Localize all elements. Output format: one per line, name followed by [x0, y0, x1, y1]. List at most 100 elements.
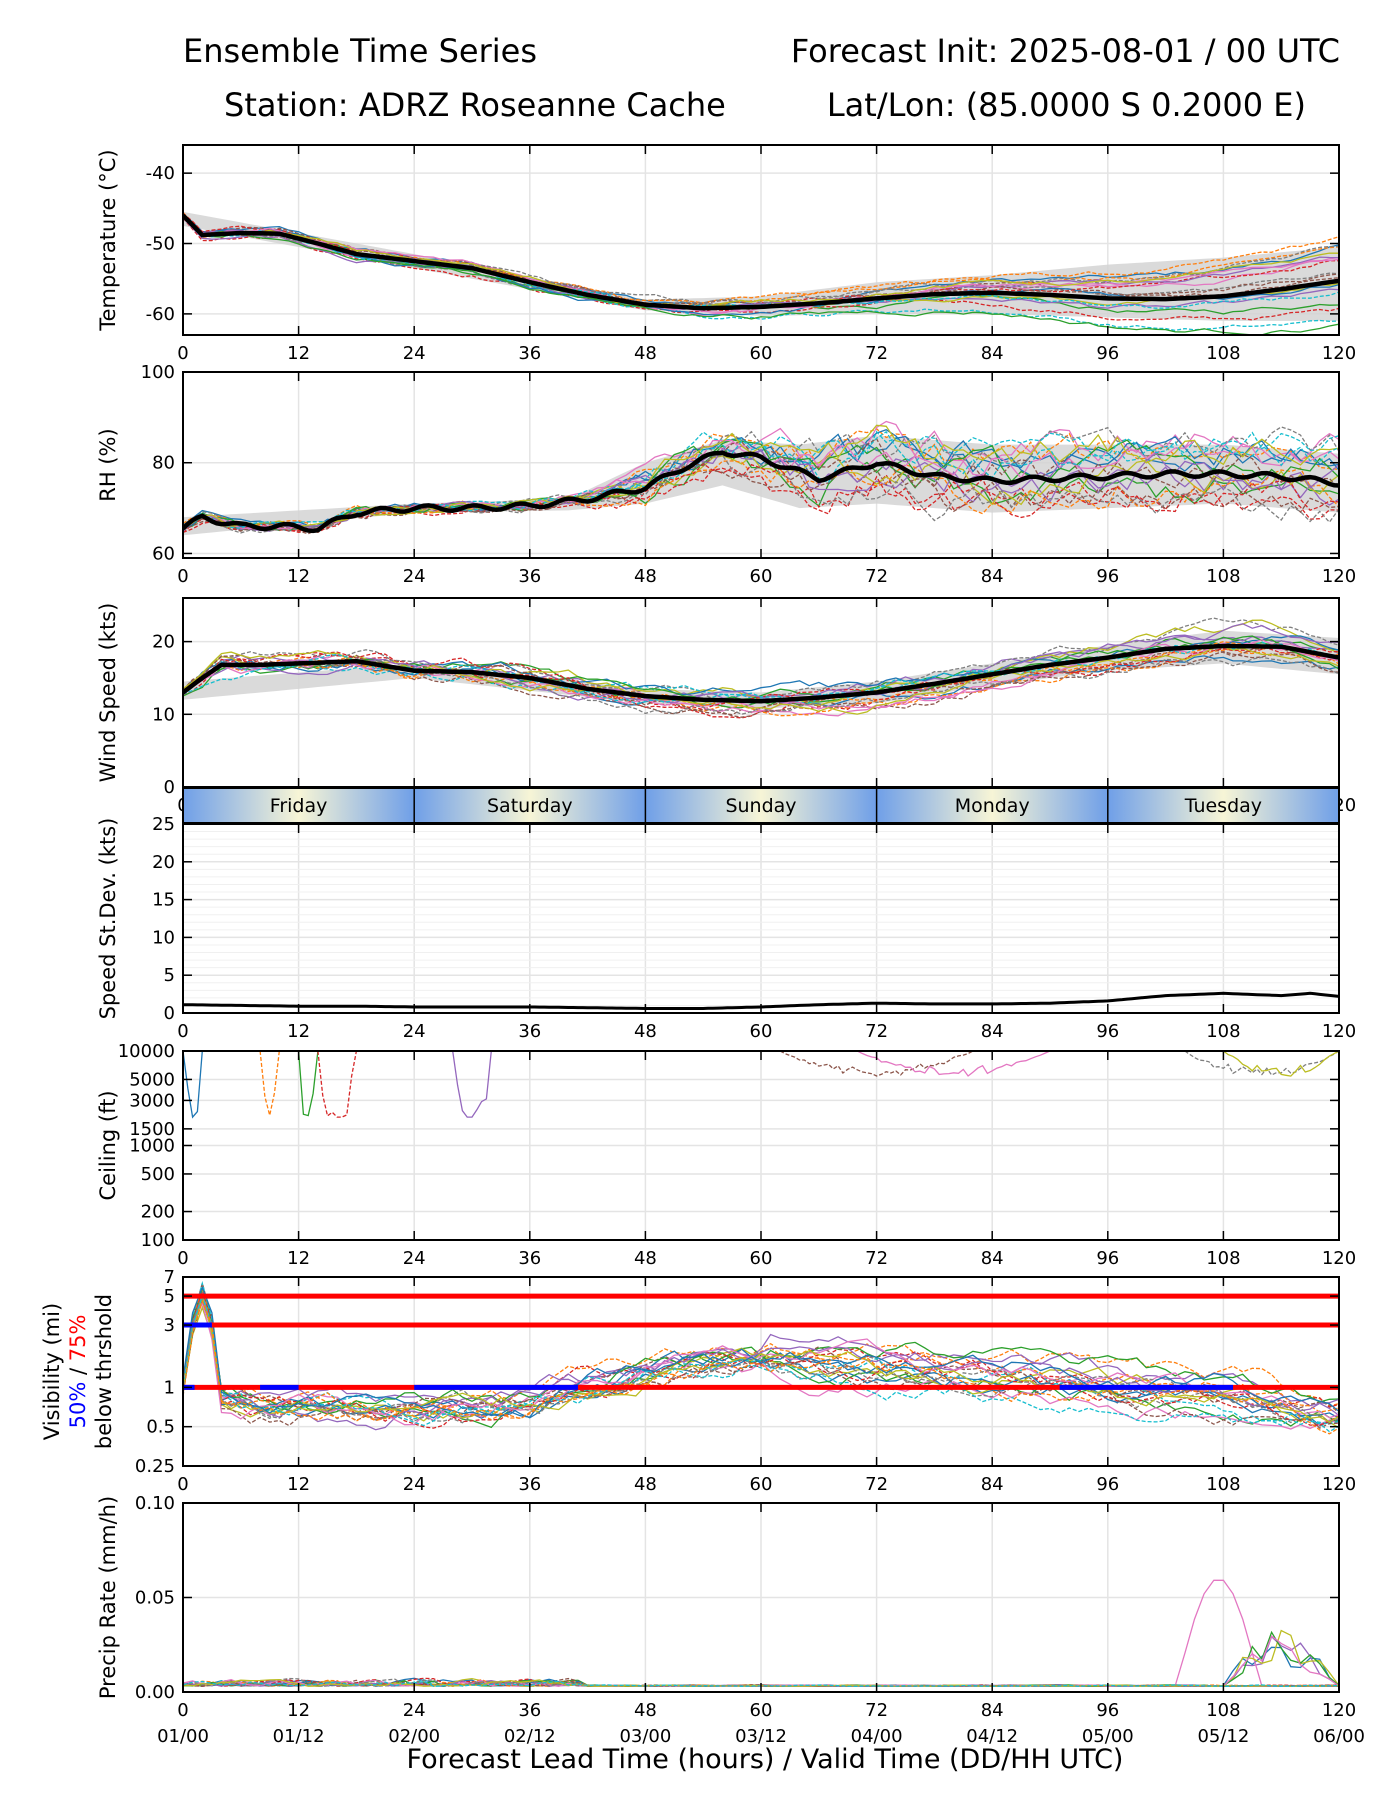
station-latlon: Lat/Lon: (85.0000 S 0.2000 E)	[826, 86, 1306, 124]
y-tick-label: 100	[141, 1230, 175, 1251]
x-tick-label: 72	[865, 1700, 888, 1721]
panel-data	[183, 617, 1339, 719]
ensemble-member	[183, 213, 1339, 309]
ensemble-member	[183, 215, 1339, 309]
x-tick-label: 96	[1096, 1474, 1119, 1495]
y-tick-label: -40	[146, 163, 175, 184]
x-tick-label: 36	[518, 1021, 541, 1042]
valid-time-label: 04/12	[966, 1726, 1018, 1747]
day-cell	[876, 788, 1108, 823]
panel-0: -40 -50 -600 12 24 36 48 60 72 84 96 108 120 Temperat…	[96, 144, 1356, 364]
x-tick-label: 108	[1206, 566, 1240, 587]
x-tick-label: 24	[403, 1021, 426, 1042]
y-axis-label: Precip Rate (mm/h)	[96, 1496, 120, 1699]
x-tick-label: 96	[1096, 1021, 1119, 1042]
forecast-init: Forecast Init: 2025-08-01 / 00 UTC	[790, 32, 1340, 70]
panel-1: 60 80 100 0 12 24 36 48 60 72 84 96 108 120 RH (%)	[96, 362, 1356, 587]
ensemble-member	[183, 1678, 1339, 1687]
day-label: Sunday	[725, 795, 796, 817]
y-tick-label: 80	[152, 453, 175, 474]
x-tick-label: 72	[865, 1021, 888, 1042]
day-label: Tuesday	[1184, 795, 1262, 817]
x-tick-label: 24	[403, 1700, 426, 1721]
x-tick-label: 60	[750, 1474, 773, 1495]
y-tick-label: 1	[164, 1377, 175, 1398]
y-tick-label: 0.5	[146, 1417, 175, 1438]
x-tick-label: 72	[865, 566, 888, 587]
ensemble-member	[857, 1051, 1051, 1077]
ensemble-member	[779, 1051, 974, 1077]
y-tick-label: 3000	[129, 1090, 175, 1111]
y-axis-label: Speed St.Dev. (kts)	[96, 818, 120, 1020]
x-tick-label: 96	[1096, 566, 1119, 587]
y-tick-label: 0	[164, 777, 175, 798]
x-tick-label: 120	[1322, 1248, 1356, 1269]
ensemble-member	[183, 1293, 1339, 1423]
x-tick-label: 84	[981, 566, 1004, 587]
y-tick-label: 15	[152, 890, 175, 911]
x-tick-label: 24	[403, 343, 426, 364]
x-tick-label: 0	[177, 1474, 188, 1495]
panel-2: 0102001224364860728496108120Wind Speed (…	[96, 597, 1356, 816]
valid-time-label: 05/00	[1082, 1726, 1134, 1747]
valid-time-label: 04/00	[851, 1726, 903, 1747]
y-tick-label: 0.25	[135, 1456, 175, 1477]
valid-time-label: 02/00	[388, 1726, 440, 1747]
x-tick-label: 60	[750, 1248, 773, 1269]
day-cell	[645, 788, 877, 823]
day-label: Monday	[955, 795, 1030, 817]
ensemble-member	[317, 1051, 358, 1118]
y-axis-label-sep: /	[66, 1361, 90, 1381]
y-tick-label: 3	[164, 1315, 175, 1336]
x-tick-label: 12	[287, 1700, 310, 1721]
x-tick-label: 84	[981, 1021, 1004, 1042]
y-axis-label-50: 50%	[66, 1382, 90, 1429]
y-tick-label: 0	[164, 1003, 175, 1024]
day-band-frame	[182, 787, 1340, 824]
x-tick-label: 108	[1206, 1248, 1240, 1269]
valid-time-label: 03/12	[735, 1726, 787, 1747]
x-tick-label: 84	[981, 1248, 1004, 1269]
y-axis-label-75: 75%	[66, 1315, 90, 1362]
day-band: Friday Saturday Sunday Monday Tuesday	[182, 787, 1340, 824]
ensemble-member	[183, 467, 1339, 534]
ensemble-member	[183, 1295, 1339, 1416]
x-tick-label: 72	[865, 343, 888, 364]
panel-data	[183, 1280, 1339, 1435]
y-tick-label: 200	[141, 1202, 175, 1223]
x-tick-label: 24	[403, 1248, 426, 1269]
y-tick-label: 5000	[129, 1069, 175, 1090]
y-tick-label: 0.00	[135, 1682, 175, 1703]
x-tick-label: 0	[177, 343, 188, 364]
ensemble-member	[259, 1051, 280, 1116]
day-cell	[183, 788, 415, 823]
x-tick-label: 60	[750, 343, 773, 364]
x-tick-label: 0	[177, 1700, 188, 1721]
x-tick-label: 36	[518, 343, 541, 364]
x-tick-label: 120	[1322, 343, 1356, 364]
x-tick-label: 0	[177, 566, 188, 587]
x-tick-label: 0	[177, 1021, 188, 1042]
x-tick-label: 108	[1206, 1021, 1240, 1042]
x-tick-label: 24	[403, 1474, 426, 1495]
x-tick-label: 48	[634, 1700, 657, 1721]
y-tick-label: -60	[146, 304, 175, 325]
x-tick-label: 96	[1096, 1700, 1119, 1721]
y-tick-label: 5	[164, 965, 175, 986]
y-tick-label: 500	[141, 1164, 175, 1185]
ensemble-member	[183, 216, 1339, 335]
ensemble-member	[183, 1294, 1339, 1433]
ensemble-mean-line	[183, 450, 1339, 534]
x-tick-label: 108	[1206, 1700, 1240, 1721]
y-axis-label: RH (%)	[96, 428, 120, 501]
x-tick-label: 120	[1322, 1474, 1356, 1495]
x-tick-label: 120	[1322, 1700, 1356, 1721]
x-tick-label: 108	[1206, 343, 1240, 364]
x-tick-label: 60	[750, 566, 773, 587]
valid-time-label: 01/00	[157, 1726, 209, 1747]
valid-time-label: 05/12	[1197, 1726, 1249, 1747]
y-tick-label: 0.10	[135, 1493, 175, 1514]
x-tick-label: 12	[287, 1474, 310, 1495]
y-tick-label: 10	[152, 704, 175, 725]
